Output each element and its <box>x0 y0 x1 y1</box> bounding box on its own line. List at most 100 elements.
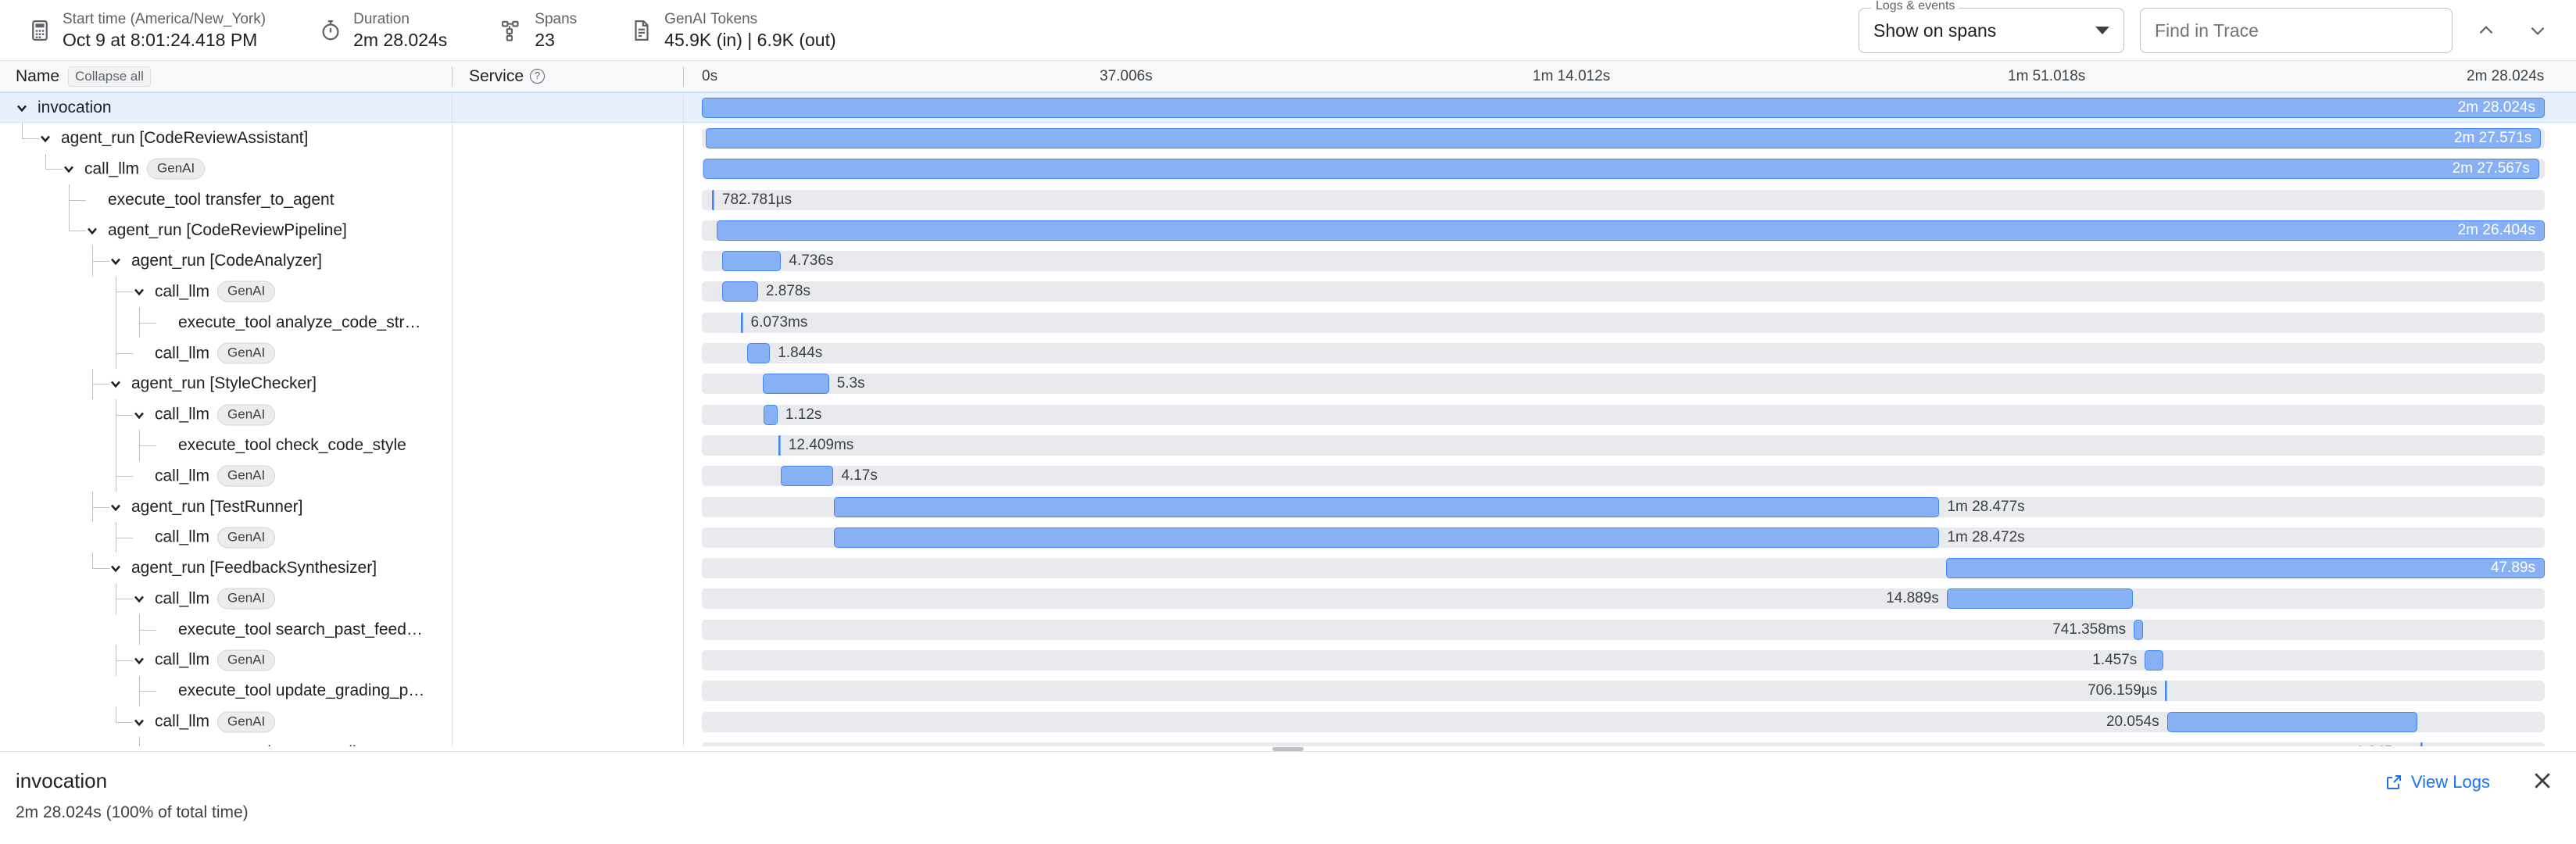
expand-collapse-toggle[interactable] <box>59 159 78 178</box>
span-row[interactable]: execute_tool save_grading_rep… 1.245ms <box>0 737 2576 746</box>
span-timeline-cell[interactable]: 4.17s <box>702 461 2545 492</box>
span-timeline-cell[interactable]: 1.12s <box>702 399 2545 430</box>
span-row[interactable]: agent_run [FeedbackSynthesizer] 47.89s <box>0 553 2576 584</box>
span-timeline-cell[interactable]: 14.889s <box>702 584 2545 614</box>
span-timeline-cell[interactable]: 6.073ms <box>702 307 2545 338</box>
span-duration-bar[interactable] <box>721 251 782 272</box>
span-timeline-cell[interactable]: 2m 27.567s <box>702 154 2545 184</box>
span-row[interactable]: execute_tool search_past_feed… 741.358ms <box>0 614 2576 646</box>
span-timeline-cell[interactable]: 5.3s <box>702 369 2545 399</box>
span-row[interactable]: call_llm GenAI 1.844s <box>0 338 2576 369</box>
expand-collapse-toggle[interactable] <box>13 98 31 117</box>
span-name-cell[interactable]: agent_run [FeedbackSynthesizer] <box>131 559 377 578</box>
span-duration-bar[interactable] <box>703 159 2539 180</box>
span-duration-bar[interactable] <box>2166 711 2418 732</box>
span-row[interactable]: call_llm GenAI 1.12s <box>0 399 2576 431</box>
span-name-cell[interactable]: call_llm GenAI <box>155 465 276 487</box>
span-name-cell[interactable]: call_llm GenAI <box>155 342 276 364</box>
span-duration-bar[interactable] <box>740 312 743 333</box>
span-timeline-cell[interactable]: 1m 28.477s <box>702 492 2545 522</box>
expand-collapse-toggle[interactable] <box>106 252 125 270</box>
expand-collapse-toggle[interactable] <box>130 713 148 731</box>
span-name-cell[interactable]: call_llm GenAI <box>155 281 276 302</box>
span-timeline-cell[interactable]: 1.844s <box>702 338 2545 368</box>
span-duration-bar[interactable] <box>763 404 778 425</box>
span-row[interactable]: execute_tool transfer_to_agent 782.781µs <box>0 184 2576 216</box>
help-icon[interactable]: ? <box>530 69 546 84</box>
span-name-cell[interactable]: execute_tool analyze_code_str… <box>178 313 421 332</box>
span-timeline-cell[interactable]: 706.159µs <box>702 676 2545 706</box>
span-name-cell[interactable]: call_llm GenAI <box>155 527 276 549</box>
span-name-cell[interactable]: call_llm GenAI <box>155 404 276 426</box>
span-duration-bar[interactable] <box>2134 619 2143 640</box>
span-timeline-cell[interactable]: 1.457s <box>702 645 2545 675</box>
expand-collapse-toggle[interactable] <box>36 129 55 148</box>
span-timeline-cell[interactable]: 12.409ms <box>702 430 2545 460</box>
span-duration-bar[interactable] <box>716 220 2545 241</box>
span-name-cell[interactable]: agent_run [CodeReviewPipeline] <box>108 221 347 240</box>
expand-collapse-toggle[interactable] <box>106 498 125 517</box>
span-timeline-cell[interactable]: 20.054s <box>702 706 2545 737</box>
find-in-trace-input[interactable] <box>2140 8 2453 53</box>
expand-collapse-toggle[interactable] <box>130 589 148 608</box>
expand-collapse-toggle[interactable] <box>106 374 125 393</box>
span-row[interactable]: call_llm GenAI 20.054s <box>0 706 2576 738</box>
span-duration-bar[interactable] <box>2145 649 2163 671</box>
span-name-cell[interactable]: execute_tool update_grading_p… <box>178 681 424 700</box>
expand-collapse-toggle[interactable] <box>106 559 125 578</box>
close-detail-panel-button[interactable] <box>2531 769 2554 796</box>
span-timeline-cell[interactable]: 47.89s <box>702 553 2545 583</box>
span-duration-bar[interactable] <box>702 97 2545 118</box>
span-duration-bar[interactable] <box>1946 588 2133 610</box>
detail-panel-resize-handle[interactable] <box>0 746 2576 751</box>
span-name-cell[interactable]: execute_tool save_grading_rep… <box>178 743 424 746</box>
span-name-cell[interactable]: agent_run [CodeAnalyzer] <box>131 252 322 270</box>
span-duration-bar[interactable] <box>781 466 834 487</box>
span-timeline-cell[interactable]: 4.736s <box>702 245 2545 276</box>
span-name-cell[interactable]: call_llm GenAI <box>155 588 276 610</box>
find-next-button[interactable] <box>2520 13 2556 48</box>
find-prev-button[interactable] <box>2468 13 2504 48</box>
logs-events-select[interactable]: Logs & events Show on spans <box>1859 0 2124 53</box>
span-duration-bar[interactable] <box>2165 681 2168 702</box>
span-name-cell[interactable]: execute_tool check_code_style <box>178 436 406 455</box>
span-row[interactable]: call_llm GenAI 1m 28.472s <box>0 522 2576 553</box>
span-timeline-cell[interactable]: 2m 26.404s <box>702 215 2545 245</box>
span-name-cell[interactable]: execute_tool transfer_to_agent <box>108 191 335 209</box>
span-duration-bar[interactable] <box>721 281 758 302</box>
span-row[interactable]: call_llm GenAI 14.889s <box>0 583 2576 615</box>
expand-collapse-toggle[interactable] <box>130 406 148 424</box>
logs-events-select-box[interactable]: Show on spans <box>1859 8 2124 53</box>
span-row[interactable]: execute_tool check_code_style 12.409ms <box>0 430 2576 461</box>
span-name-cell[interactable]: invocation <box>38 98 112 117</box>
collapse-all-button[interactable]: Collapse all <box>68 66 151 87</box>
span-name-cell[interactable]: agent_run [StyleChecker] <box>131 374 317 393</box>
span-duration-bar[interactable] <box>705 127 2542 148</box>
span-rows-container[interactable]: invocation 2m 28.024s agent_run [CodeRevie… <box>0 92 2576 746</box>
span-row[interactable]: execute_tool analyze_code_str… 6.073ms <box>0 307 2576 338</box>
expand-collapse-toggle[interactable] <box>130 651 148 670</box>
span-row[interactable]: agent_run [StyleChecker] 5.3s <box>0 368 2576 399</box>
span-row[interactable]: call_llm GenAI 4.17s <box>0 460 2576 492</box>
span-duration-bar[interactable] <box>762 374 829 395</box>
span-name-cell[interactable]: execute_tool search_past_feed… <box>178 620 423 639</box>
span-name-cell[interactable]: agent_run [CodeReviewAssistant] <box>61 129 308 148</box>
span-duration-bar[interactable] <box>711 189 714 210</box>
expand-collapse-toggle[interactable] <box>83 221 102 240</box>
span-timeline-cell[interactable]: 2m 28.024s <box>702 93 2545 122</box>
span-row[interactable]: agent_run [TestRunner] 1m 28.477s <box>0 491 2576 523</box>
span-timeline-cell[interactable]: 741.358ms <box>702 614 2545 645</box>
span-timeline-cell[interactable]: 2.878s <box>702 277 2545 307</box>
span-name-cell[interactable]: call_llm GenAI <box>84 158 206 180</box>
span-duration-bar[interactable] <box>778 435 781 456</box>
span-row[interactable]: call_llm GenAI 1.457s <box>0 645 2576 676</box>
span-row[interactable]: agent_run [CodeReviewAssistant] 2m 27.571… <box>0 123 2576 154</box>
span-name-cell[interactable]: call_llm GenAI <box>155 711 276 733</box>
span-timeline-cell[interactable]: 1m 28.472s <box>702 522 2545 553</box>
span-row[interactable]: invocation 2m 28.024s <box>0 92 2576 123</box>
span-row[interactable]: agent_run [CodeAnalyzer] 4.736s <box>0 245 2576 277</box>
span-timeline-cell[interactable]: 2m 27.571s <box>702 123 2545 153</box>
span-row[interactable]: agent_run [CodeReviewPipeline] 2m 26.404s <box>0 215 2576 246</box>
span-name-cell[interactable]: agent_run [TestRunner] <box>131 498 302 517</box>
expand-collapse-toggle[interactable] <box>130 282 148 301</box>
